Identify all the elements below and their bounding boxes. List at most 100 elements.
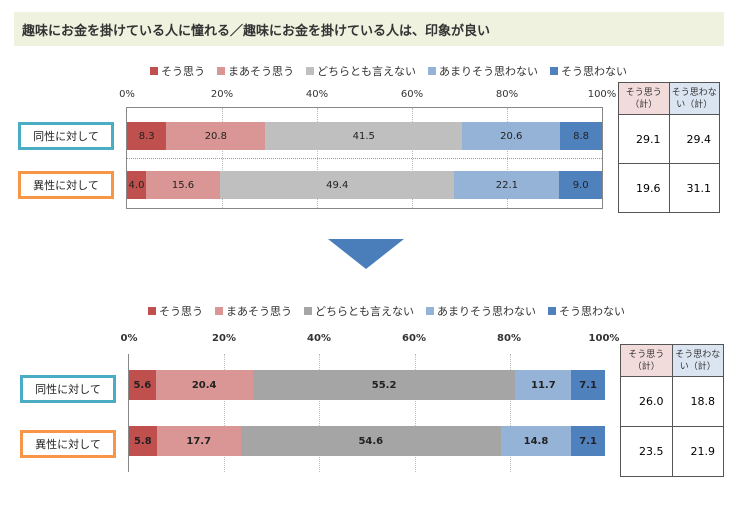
legend-item: あまりそう思わない — [426, 303, 536, 319]
data-label: 22.1 — [495, 179, 518, 191]
data-label: 8.8 — [573, 130, 590, 142]
legend: そう思う まあそう思う どちらとも言えない あまりそう思わない そう思わない — [148, 303, 637, 319]
bar-segment: 49.4 — [220, 171, 455, 199]
legend: そう思う まあそう思う どちらとも言えない あまりそう思わない そう思わない — [150, 63, 639, 79]
legend-label: どちらとも言えない — [315, 305, 414, 318]
cell: 21.9 — [671, 426, 724, 477]
cell: 29.4 — [668, 114, 720, 164]
title-bar: 趣味にお金を掛けている人に憧れる／趣味にお金を掛けている人は、印象が良い — [14, 12, 724, 46]
plot-area: 8.3 20.8 41.5 20.6 8.8 4.0 15.6 49.4 22.1 9.0 — [126, 107, 603, 209]
chart-title: 趣味にお金を掛けている人に憧れる／趣味にお金を掛けている人は、印象が良い — [22, 23, 491, 39]
gridline — [224, 354, 226, 472]
bar-segment: 9.0 — [559, 171, 602, 199]
tick-label: 40% — [307, 333, 331, 344]
bar-segment: 5.6 — [129, 370, 156, 400]
cell: 19.6 — [618, 163, 670, 213]
data-label: 11.7 — [530, 379, 556, 391]
cell: 31.1 — [668, 163, 720, 213]
category-label-same-sex: 同性に対して — [18, 122, 114, 150]
data-label: 20.6 — [500, 130, 523, 142]
tick-label: 80% — [495, 89, 519, 100]
bar-segment: 20.4 — [155, 370, 253, 400]
bar-segment: 54.6 — [240, 426, 501, 456]
tick-label: 20% — [212, 333, 236, 344]
data-label: 41.5 — [352, 130, 375, 142]
bar-segment: 17.7 — [156, 426, 241, 456]
legend-item: まあそう思う — [215, 303, 292, 319]
tick-label: 100% — [587, 89, 617, 100]
category-label-opposite-sex: 異性に対して — [18, 171, 114, 199]
summary-table: そう思う（計） そう思わない（計） 26.0 18.8 23.5 21.9 — [620, 344, 724, 477]
bar-segment: 20.8 — [166, 122, 266, 150]
cell: 26.0 — [620, 376, 673, 427]
tick-label: 60% — [400, 89, 424, 100]
legend-swatch — [148, 307, 156, 315]
legend-item: そう思う — [148, 303, 203, 319]
tick-label: 0% — [119, 89, 135, 100]
category-text: 同性に対して — [33, 130, 99, 143]
legend-item: そう思わない — [548, 303, 625, 319]
legend-item: まあそう思う — [217, 63, 294, 79]
tick-label: 80% — [497, 333, 521, 344]
data-label: 7.1 — [579, 379, 597, 391]
legend-label: そう思わない — [561, 65, 627, 78]
legend-item: そう思わない — [550, 63, 627, 79]
legend-item: あまりそう思わない — [428, 63, 538, 79]
stacked-bar: 4.0 15.6 49.4 22.1 9.0 — [127, 171, 602, 199]
legend-swatch — [426, 307, 434, 315]
bar-segment: 55.2 — [252, 370, 516, 400]
legend-label: あまりそう思わない — [437, 305, 536, 318]
data-label: 55.2 — [371, 379, 397, 391]
bar-segment: 14.8 — [500, 426, 572, 456]
bar-segment: 7.1 — [571, 370, 605, 400]
legend-label: あまりそう思わない — [439, 65, 538, 78]
bar-segment: 41.5 — [265, 122, 463, 150]
legend-label: まあそう思う — [228, 65, 294, 78]
bar-segment: 15.6 — [145, 171, 220, 199]
legend-swatch — [304, 307, 312, 315]
cell: 29.1 — [618, 114, 670, 164]
x-axis-ticks: 0% 20% 40% 60% 80% 100% — [119, 89, 616, 103]
data-label: 8.3 — [138, 130, 155, 142]
legend-swatch — [150, 67, 158, 75]
legend-label: どちらとも言えない — [317, 65, 416, 78]
bar-segment: 11.7 — [515, 370, 572, 400]
data-label: 14.8 — [523, 435, 549, 447]
gridline — [509, 354, 511, 472]
data-label: 7.1 — [579, 435, 597, 447]
cell: 18.8 — [671, 376, 724, 427]
tick-label: 20% — [210, 89, 234, 100]
legend-label: そう思う — [161, 65, 205, 78]
legend-swatch — [306, 67, 314, 75]
stacked-bar: 8.3 20.8 41.5 20.6 8.8 — [127, 122, 602, 150]
data-label: 15.6 — [171, 179, 195, 191]
tick-label: 100% — [588, 333, 620, 344]
stacked-bar: 5.8 17.7 54.6 14.8 7.1 — [129, 426, 605, 456]
data-label: 20.4 — [191, 379, 217, 391]
legend-swatch — [217, 67, 225, 75]
legend-label: まあそう思う — [226, 305, 292, 318]
data-label: 9.0 — [572, 179, 589, 191]
legend-swatch — [215, 307, 223, 315]
category-text: 同性に対して — [35, 383, 101, 396]
header-disagree-total: そう思わない（計） — [668, 82, 720, 115]
data-label: 20.8 — [204, 130, 227, 142]
data-label: 4.0 — [128, 179, 145, 191]
data-label: 5.8 — [133, 435, 152, 447]
legend-label: そう思わない — [559, 305, 625, 318]
category-text: 異性に対して — [35, 438, 101, 451]
summary-table: そう思う（計） そう思わない（計） 29.1 29.4 19.6 31.1 — [618, 82, 720, 213]
bar-segment: 7.1 — [571, 426, 605, 456]
gridline — [414, 354, 416, 472]
tick-label: 60% — [402, 333, 426, 344]
bar-segment: 22.1 — [454, 171, 560, 199]
legend-label: そう思う — [159, 305, 203, 318]
row-separator — [127, 158, 602, 159]
legend-item: どちらとも言えない — [304, 303, 414, 319]
data-label: 5.6 — [133, 379, 152, 391]
stacked-bar: 5.6 20.4 55.2 11.7 7.1 — [129, 370, 605, 400]
gridline — [319, 354, 321, 472]
header-agree-total: そう思う（計） — [620, 344, 673, 377]
bar-segment: 20.6 — [462, 122, 561, 150]
plot-area: 5.6 20.4 55.2 11.7 7.1 5.8 17.7 54.6 14.8 7.1 — [128, 354, 605, 472]
